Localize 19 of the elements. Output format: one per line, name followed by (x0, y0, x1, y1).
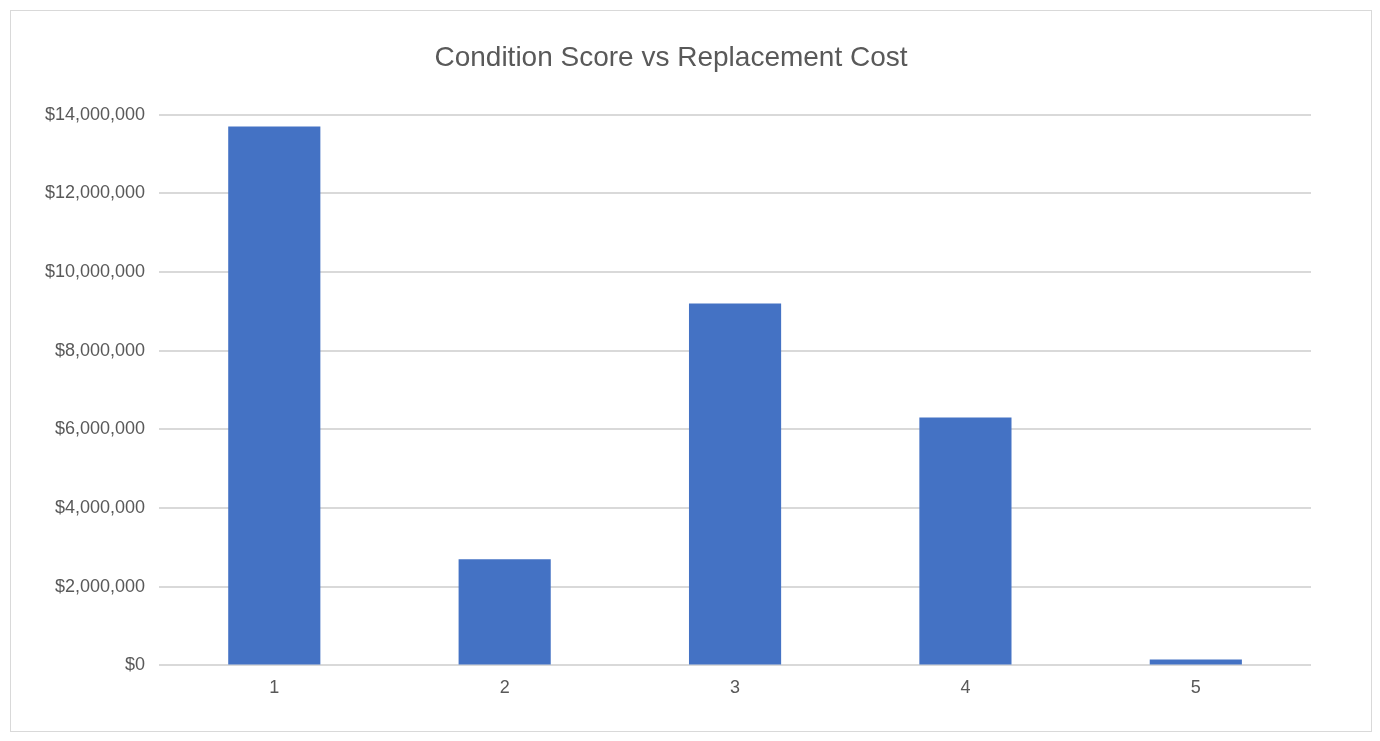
bar (228, 126, 321, 665)
chart-title: Condition Score vs Replacement Cost (434, 40, 908, 72)
bar (458, 559, 551, 665)
y-tick-label: $2,000,000 (55, 575, 146, 596)
bar (919, 417, 1012, 665)
x-tick-label: 3 (730, 677, 741, 698)
x-tick-label: 1 (269, 677, 280, 698)
bar (1149, 659, 1242, 665)
y-tick-label: $10,000,000 (44, 260, 146, 281)
y-tick-label: $8,000,000 (55, 339, 146, 360)
x-tick-label: 4 (960, 677, 971, 698)
x-tick-label: 2 (499, 677, 510, 698)
x-tick-label: 5 (1190, 677, 1201, 698)
y-tick-label: $14,000,000 (44, 103, 146, 124)
bar (688, 303, 782, 665)
y-tick-label: $0 (125, 654, 146, 675)
y-tick-label: $4,000,000 (55, 497, 146, 517)
y-tick-label: $12,000,000 (44, 182, 146, 203)
y-tick-label: $6,000,000 (55, 418, 146, 439)
